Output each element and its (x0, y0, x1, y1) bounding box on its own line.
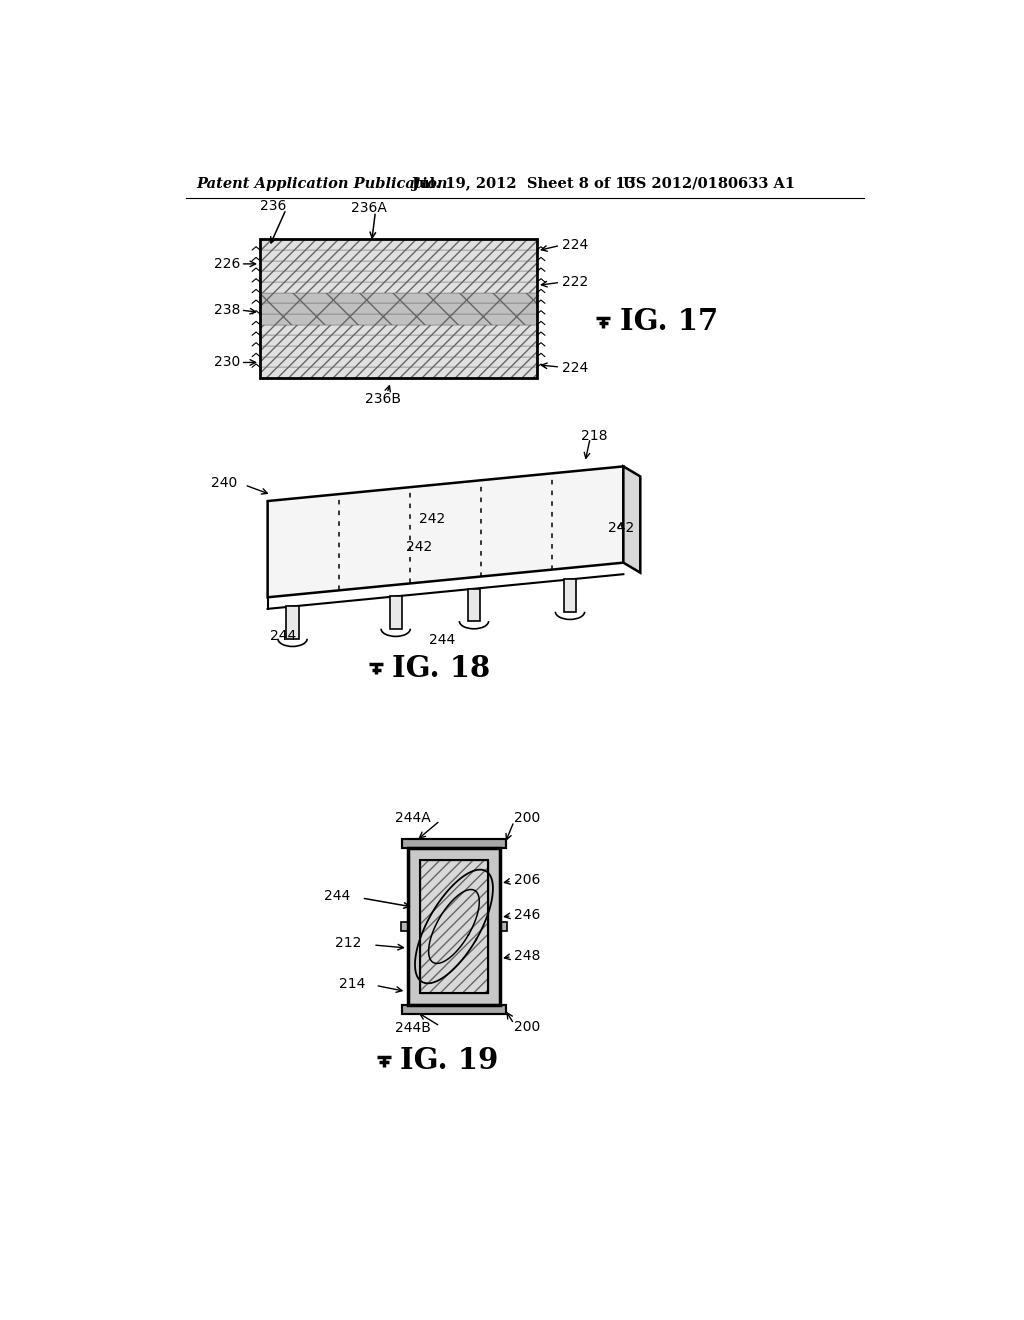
Bar (402, 840, 506, 847)
Text: 244B: 244B (395, 1022, 431, 1035)
Bar (260, 335, 538, 346)
Bar (260, 346, 538, 356)
Bar (408, 847, 500, 1006)
Bar (260, 293, 538, 304)
Bar (260, 239, 538, 249)
Polygon shape (624, 466, 640, 573)
Bar (400, 921, 408, 931)
Bar (260, 367, 538, 378)
Bar (260, 356, 538, 367)
Bar (564, 579, 577, 611)
Bar (500, 921, 507, 931)
Text: 200: 200 (514, 812, 541, 825)
Bar (260, 304, 538, 314)
Text: 244: 244 (429, 632, 456, 647)
Text: 226: 226 (214, 257, 240, 271)
Bar (389, 597, 401, 628)
Text: 218: 218 (581, 429, 607, 442)
Text: 242: 242 (407, 540, 432, 554)
Text: 236: 236 (260, 199, 286, 213)
Bar (260, 314, 538, 325)
Text: Jul. 19, 2012  Sheet 8 of 13: Jul. 19, 2012 Sheet 8 of 13 (412, 177, 635, 191)
Bar (260, 271, 538, 282)
Bar (402, 1006, 506, 1014)
Text: 244: 244 (324, 888, 350, 903)
Text: Patent Application Publication: Patent Application Publication (196, 177, 447, 191)
Text: 230: 230 (214, 355, 240, 370)
Text: 212: 212 (335, 936, 361, 950)
Bar (260, 325, 538, 335)
Text: IG. 19: IG. 19 (400, 1047, 499, 1076)
Bar (260, 249, 538, 260)
Bar (260, 260, 538, 271)
Text: 236B: 236B (366, 392, 401, 407)
Bar (402, 840, 506, 847)
Text: 244A: 244A (395, 812, 431, 825)
Text: 214: 214 (339, 977, 366, 991)
Text: 240: 240 (211, 477, 237, 490)
Bar (420, 859, 487, 993)
Text: 248: 248 (514, 949, 541, 962)
Text: 200: 200 (514, 1020, 541, 1034)
Polygon shape (267, 466, 624, 598)
Text: 222: 222 (562, 275, 588, 289)
Bar (402, 1006, 506, 1014)
Text: 236A: 236A (351, 202, 387, 215)
Text: 224: 224 (562, 238, 588, 252)
Text: 246: 246 (514, 908, 541, 921)
Bar (408, 847, 500, 1006)
Text: IG. 17: IG. 17 (620, 308, 718, 337)
Text: 206: 206 (514, 874, 541, 887)
Text: 242: 242 (419, 512, 445, 525)
Bar (260, 239, 538, 378)
Bar (287, 606, 299, 639)
Bar (468, 589, 480, 622)
Text: 242: 242 (608, 521, 634, 535)
Text: 224: 224 (562, 360, 588, 375)
Bar (260, 282, 538, 293)
Bar (420, 859, 487, 993)
Text: 244: 244 (270, 628, 296, 643)
Text: US 2012/0180633 A1: US 2012/0180633 A1 (624, 177, 796, 191)
Text: 238: 238 (214, 304, 240, 317)
Text: IG. 18: IG. 18 (392, 653, 490, 682)
